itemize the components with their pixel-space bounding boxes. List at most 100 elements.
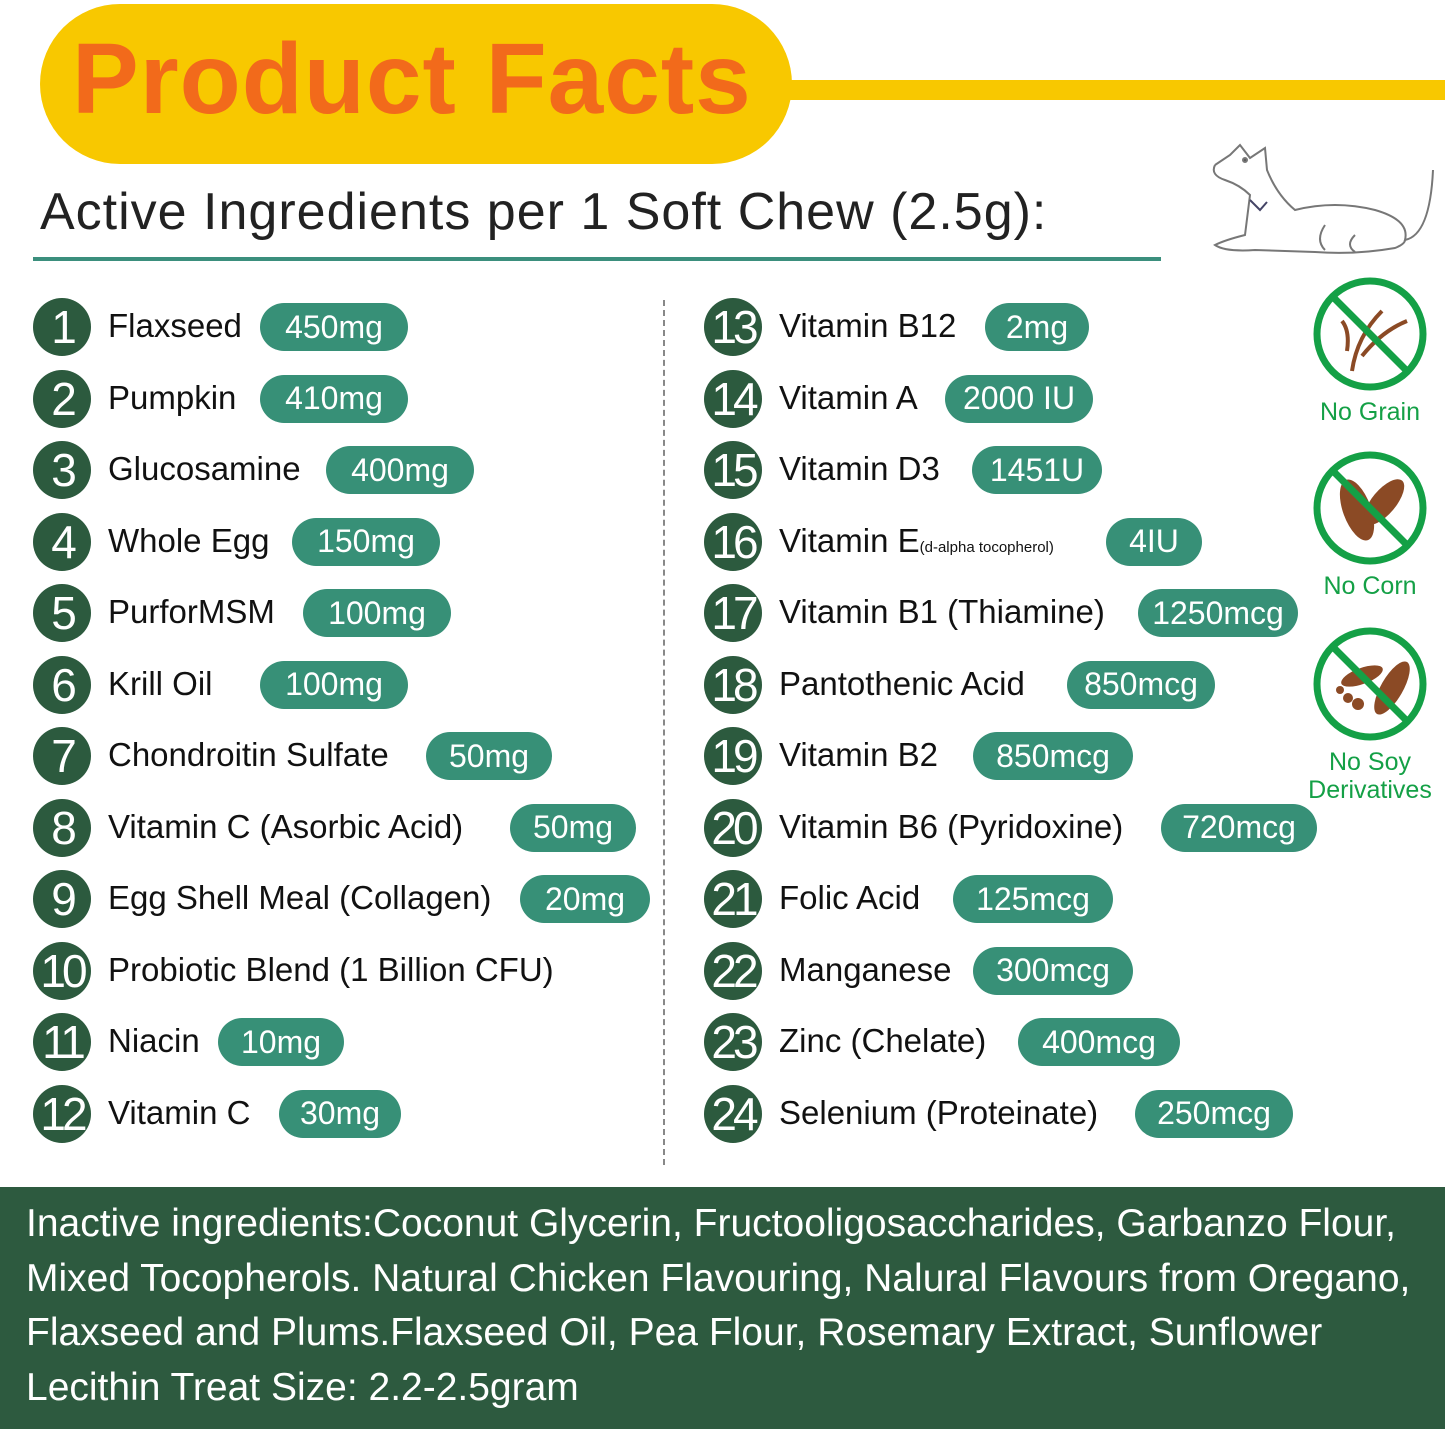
badge-no-grain: No Grain — [1300, 276, 1440, 426]
ingredient-name: Flaxseed — [108, 307, 242, 345]
ingredient-name: Zinc (Chelate) — [779, 1022, 986, 1060]
badge-label: No Corn — [1323, 572, 1417, 600]
ingredient-amount-badge: 20mg — [520, 875, 650, 923]
ingredient-number: 9 — [33, 870, 91, 928]
ingredient-number: 14 — [704, 369, 762, 428]
ingredient-name: Niacin — [108, 1022, 200, 1060]
ingredient-number: 18 — [704, 655, 762, 714]
ingredient-amount-badge: 50mg — [426, 732, 552, 780]
ingredient-amount-badge: 4IU — [1106, 517, 1202, 566]
ingredient-name: Glucosamine — [108, 450, 301, 488]
header-stripe — [780, 80, 1445, 100]
ingredient-name-text: Selenium (Proteinate) — [779, 1093, 1099, 1131]
ingredient-name-text: Vitamin C — [108, 1093, 251, 1131]
ingredient-amount-badge: 10mg — [218, 1018, 344, 1066]
ingredient-amount-badge: 1250mcg — [1138, 589, 1298, 637]
ingredient-name-text: Egg Shell Meal (Collagen) — [108, 879, 492, 916]
ingredient-number: 12 — [33, 1084, 91, 1143]
subtitle-underline — [33, 257, 1161, 261]
ingredient-number: 3 — [33, 441, 91, 499]
ingredient-amount-badge: 850mcg — [1067, 660, 1215, 709]
ingredient-row: 21 Folic Acid 125mcg — [0, 870, 1300, 928]
ingredient-number: 10 — [33, 941, 91, 1000]
ingredient-name-note: (d-alpha tocopherol) — [919, 538, 1054, 556]
ingredient-number: 11 — [33, 1013, 91, 1071]
ingredient-number: 24 — [704, 1084, 762, 1143]
no-soy-icon — [1313, 627, 1427, 741]
ingredient-row: 2 Pumpkin 410mg — [0, 369, 1300, 428]
ingredient-number: 17 — [704, 584, 762, 642]
ingredient-row: 14 Vitamin A 2000 IU — [0, 369, 1300, 428]
ingredient-amount-badge: 150mg — [292, 517, 440, 566]
ingredient-name: Whole Egg — [108, 522, 269, 560]
ingredient-name-text: Zinc (Chelate) — [779, 1022, 987, 1059]
ingredient-number: 1 — [33, 298, 91, 356]
ingredient-name-text: Niacin — [108, 1022, 200, 1059]
ingredient-name-text: PurforMSM — [108, 593, 275, 630]
ingredient-name-text: Vitamin B2 — [779, 736, 938, 773]
ingredient-number: 23 — [704, 1013, 762, 1071]
ingredient-number: 13 — [704, 298, 762, 356]
ingredient-number: 4 — [33, 512, 91, 571]
ingredient-name: Vitamin A — [779, 379, 918, 417]
ingredient-row: 17 Vitamin B1 (Thiamine) 1250mcg — [0, 584, 1300, 642]
ingredient-number: 7 — [33, 727, 91, 785]
ingredient-name: Pantothenic Acid — [779, 665, 1025, 703]
badge-label: No Soy Derivatives — [1308, 748, 1432, 804]
ingredient-number: 6 — [33, 655, 91, 714]
ingredient-row: 15 Vitamin D3 1451U — [0, 441, 1300, 499]
ingredient-number: 5 — [33, 584, 91, 642]
ingredient-name: Vitamin B2 — [779, 736, 938, 774]
ingredient-name-text: Vitamin C (Asorbic Acid) — [108, 807, 464, 845]
ingredient-number: 22 — [704, 941, 762, 1000]
ingredient-name: Vitamin C (Asorbic Acid) — [108, 808, 463, 846]
ingredient-name-text: Vitamin D3 — [779, 450, 940, 487]
ingredient-amount-badge: 410mg — [260, 374, 408, 423]
ingredient-row: 7 Chondroitin Sulfate 50mg — [0, 727, 1300, 785]
badge-no-soy: No Soy Derivatives — [1300, 626, 1440, 804]
ingredient-amount-badge: 300mcg — [973, 946, 1133, 995]
ingredient-name-text: Glucosamine — [108, 450, 301, 487]
ingredient-name: Vitamin B1 (Thiamine) — [779, 593, 1105, 631]
ingredient-name-text: Vitamin E — [779, 521, 920, 559]
ingredient-name-text: Whole Egg — [108, 521, 270, 559]
ingredient-row: 24 Selenium (Proteinate) 250mcg — [0, 1084, 1300, 1143]
ingredient-amount-badge: 2000 IU — [945, 374, 1093, 423]
ingredient-row: 20 Vitamin B6 (Pyridoxine) 720mcg — [0, 798, 1317, 857]
title-banner — [40, 4, 792, 164]
ingredient-name-text: Manganese — [779, 950, 952, 988]
ingredient-name: Krill Oil — [108, 665, 213, 703]
ingredient-row: 1 Flaxseed 450mg — [0, 298, 1300, 356]
ingredient-number: 2 — [33, 369, 91, 428]
ingredient-amount-badge: 250mcg — [1135, 1089, 1293, 1138]
ingredient-name-text: Flaxseed — [108, 307, 242, 344]
ingredient-name-text: Vitamin B1 (Thiamine) — [779, 593, 1105, 630]
ingredient-name: Vitamin B12 — [779, 307, 956, 345]
ingredient-row: 4 Whole Egg 150mg — [0, 512, 1300, 571]
subtitle: Active Ingredients per 1 Soft Chew (2.5g… — [40, 183, 1048, 241]
ingredient-name-text: Pumpkin — [108, 378, 237, 416]
ingredient-name: Folic Acid — [779, 879, 920, 917]
ingredient-name: Egg Shell Meal (Collagen) — [108, 879, 491, 917]
ingredient-name-text: Pantothenic Acid — [779, 664, 1025, 702]
page-title: Product Facts — [72, 23, 752, 135]
ingredient-row: 11 Niacin 10mg — [0, 1013, 1300, 1071]
ingredient-number: 21 — [704, 870, 762, 928]
ingredient-row: 6 Krill Oil 100mg — [0, 655, 1300, 714]
ingredient-name: Vitamin E(d-alpha tocopherol) — [779, 522, 1054, 560]
ingredient-row: 12 Vitamin C 30mg — [0, 1084, 1300, 1143]
ingredient-row: 10 Probiotic Blend (1 Billion CFU) — [0, 941, 1300, 1000]
ingredient-amount-badge: 400mg — [326, 446, 474, 494]
ingredient-amount-badge: 100mg — [303, 589, 451, 637]
ingredient-name: PurforMSM — [108, 593, 275, 631]
ingredient-name-text: Krill Oil — [108, 664, 213, 702]
ingredient-row: 19 Vitamin B2 850mcg — [0, 727, 1300, 785]
ingredient-amount-badge: 2mg — [985, 303, 1089, 351]
ingredient-amount-badge: 450mg — [260, 303, 408, 351]
ingredient-number: 16 — [704, 512, 762, 571]
ingredient-amount-badge: 30mg — [279, 1089, 401, 1138]
ingredient-name: Chondroitin Sulfate — [108, 736, 389, 774]
ingredient-row: 9 Egg Shell Meal (Collagen) 20mg — [0, 870, 1300, 928]
ingredient-name: Pumpkin — [108, 379, 236, 417]
ingredient-number: 8 — [33, 798, 91, 857]
